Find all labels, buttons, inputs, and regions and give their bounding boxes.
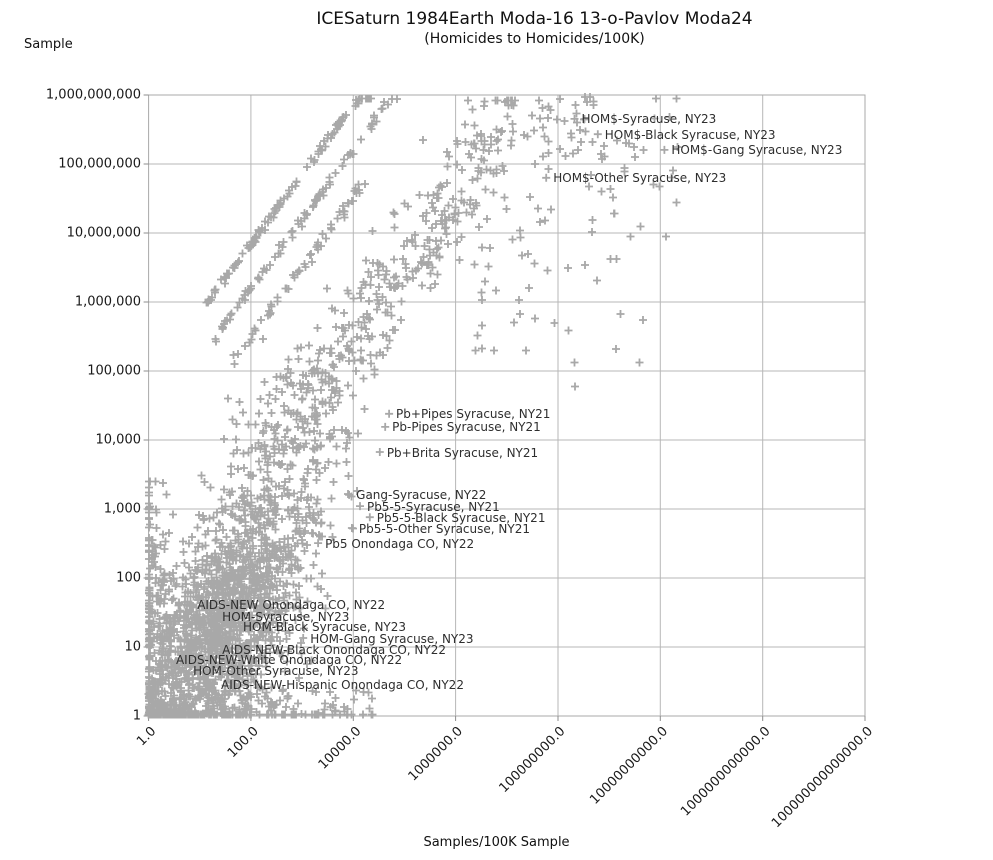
point-label: Gang-Syracuse, NY22 [356, 488, 487, 503]
point-label: Pb+Brita Syracuse, NY21 [386, 445, 539, 460]
point-label: HOM$-Other Syracuse, NY23 [553, 171, 727, 186]
point-label: HOM-Other Syracuse, NY23 [193, 664, 359, 679]
point-label: Pb+Pipes Syracuse, NY21 [396, 407, 551, 422]
point-label: AIDS-NEW-White Onondaga CO, NY22 [175, 653, 403, 668]
chart-subtitle: (Homicides to Homicides/100K) [424, 31, 645, 47]
y-tick-label: 10 [124, 639, 141, 655]
point-label: HOM-Gang Syracuse, NY23 [310, 631, 474, 646]
y-tick-label: 100 [116, 570, 141, 586]
point-label: AIDS-NEW-Black Onondaga CO, NY22 [222, 642, 447, 657]
point-label: HOM-Syracuse, NY23 [222, 609, 350, 624]
point-label: HOM$-Gang Syracuse, NY23 [671, 143, 843, 158]
labeled-point-markers [165, 114, 669, 689]
point-label: Pb5-5-Black Syracuse, NY21 [376, 510, 546, 525]
y-tick-label: 10,000,000 [66, 225, 141, 241]
grid-lines [148, 95, 865, 716]
y-tick-label: 10,000 [95, 432, 142, 448]
point-label: Pb5-5-Other Syracuse, NY21 [358, 521, 530, 536]
point-label: HOM-Black Syracuse, NY23 [242, 620, 407, 635]
y-tick-label: 100,000,000 [58, 156, 141, 172]
y-axis-title: Sample [24, 37, 73, 52]
y-tick-label: 1 [132, 708, 141, 724]
point-label: Pb5 Onondaga CO, NY22 [325, 536, 475, 551]
point-label: AIDS-NEW Onondaga CO, NY22 [197, 598, 386, 613]
y-tick-label: 100,000 [87, 363, 141, 379]
scatter-points [144, 93, 682, 719]
x-axis-title: Samples/100K Sample [423, 835, 570, 850]
point-label: AIDS-NEW-Hispanic Onondaga CO, NY22 [221, 677, 464, 692]
point-label: HOM$-Syracuse, NY23 [581, 112, 717, 127]
y-tick-label: 1,000 [103, 501, 141, 517]
point-label: HOM$-Black Syracuse, NY23 [604, 127, 776, 142]
point-label: Pb-Pipes Syracuse, NY21 [392, 420, 541, 435]
y-tick-label: 1,000,000 [74, 294, 141, 310]
point-label: Pb5-5-Syracuse, NY21 [366, 499, 500, 514]
y-tick-label: 1,000,000,000 [45, 87, 141, 103]
chart-title: ICESaturn 1984Earth Moda-16 13-o-Pavlov … [316, 9, 753, 29]
plot-border [148, 94, 866, 717]
